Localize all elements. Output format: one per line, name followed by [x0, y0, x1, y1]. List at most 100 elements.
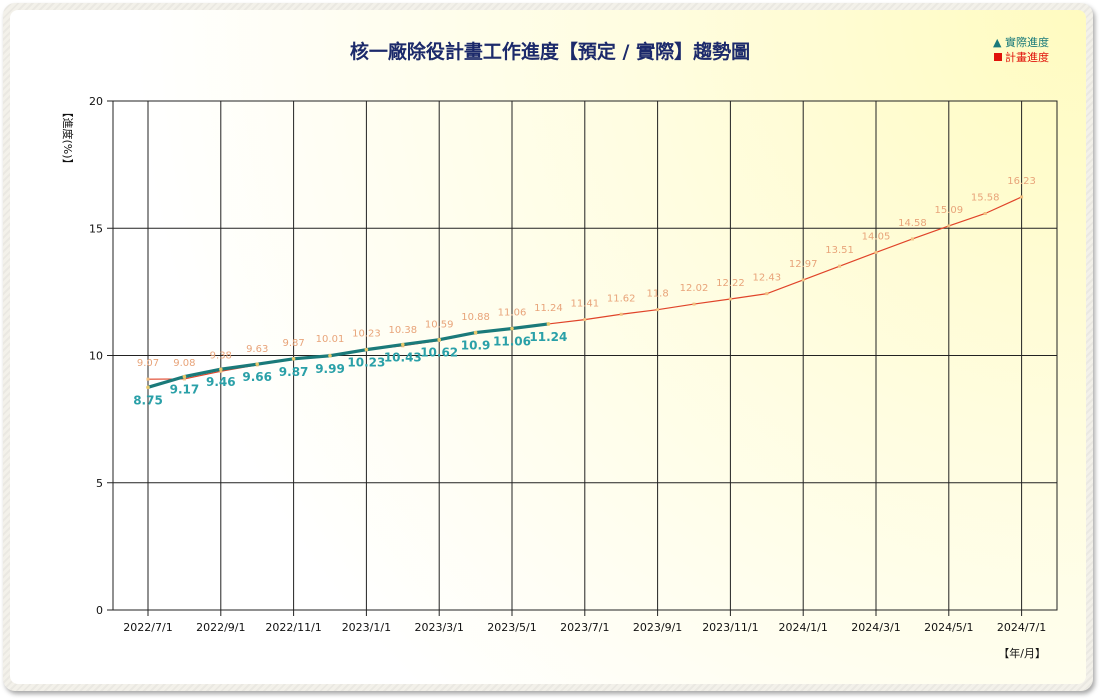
actual-data-label: 9.46 — [206, 375, 236, 389]
x-tick-label: 2024/5/1 — [924, 621, 973, 634]
actual-point — [328, 353, 332, 358]
plan-data-label: 12.22 — [716, 278, 745, 289]
x-tick-label: 2024/7/1 — [997, 621, 1046, 634]
plan-data-label: 10.01 — [316, 334, 345, 345]
plan-point — [765, 292, 769, 296]
plan-point — [182, 377, 186, 381]
plan-point — [838, 264, 842, 268]
plan-data-label: 16.23 — [1007, 176, 1036, 187]
actual-point — [146, 385, 150, 390]
actual-point — [473, 330, 478, 335]
x-tick-label: 2023/11/1 — [702, 621, 758, 634]
x-axis-ticks: 2022/7/1 2022/9/1 2022/11/1 2023/1/1 2023/3/… — [123, 610, 1046, 634]
grid — [112, 100, 1058, 611]
x-tick-label: 2023/7/1 — [560, 621, 609, 634]
x-tick-label: 2023/5/1 — [487, 621, 536, 634]
plan-data-label: 13.51 — [825, 245, 854, 256]
actual-data-label: 10.43 — [384, 351, 422, 365]
chart-panel — [10, 10, 1086, 684]
x-tick-label: 2023/1/1 — [342, 621, 391, 634]
actual-data-label: 10.9 — [461, 339, 491, 353]
actual-point — [182, 374, 187, 379]
plan-point — [874, 250, 878, 254]
plan-data-label: 11.41 — [570, 299, 599, 310]
x-tick-label: 2023/9/1 — [633, 621, 682, 634]
plan-data-label: 9.38 — [210, 350, 232, 361]
actual-point — [437, 337, 442, 342]
legend-actual-label: 實際進度 — [1005, 35, 1049, 49]
x-tick-label: 2024/3/1 — [851, 621, 900, 634]
plan-data-label: 15.09 — [934, 205, 963, 216]
plan-point — [619, 312, 623, 316]
actual-point — [401, 342, 405, 347]
plan-point — [801, 278, 805, 282]
legend-plan-label: 計畫進度 — [1005, 50, 1049, 64]
chart-title: 核一廠除役計畫工作進度【預定 / 實際】趨勢圖 — [350, 40, 750, 63]
plan-point — [583, 318, 587, 322]
plan-data-label: 9.08 — [173, 358, 195, 369]
plan-data-label: 11.06 — [498, 308, 527, 319]
plan-point — [910, 237, 914, 241]
plan-point — [1020, 195, 1024, 199]
plan-point — [947, 224, 951, 228]
plan-data-label: 12.43 — [752, 273, 781, 284]
plan-data-label: 11.24 — [534, 303, 563, 314]
plan-point — [692, 302, 696, 306]
plan-data-label: 10.59 — [425, 319, 454, 330]
plan-data-label: 9.63 — [246, 344, 268, 355]
plan-data-label: 15.58 — [971, 192, 1000, 203]
actual-line — [147, 322, 549, 389]
plan-data-label: 12.02 — [680, 283, 709, 294]
plan-point — [219, 369, 223, 373]
x-axis-label: 【年/月】 — [998, 646, 1046, 660]
actual-series — [146, 322, 551, 390]
plan-data-label: 10.88 — [461, 312, 490, 323]
actual-point — [255, 362, 259, 366]
actual-data-label: 10.62 — [420, 346, 458, 360]
actual-point — [510, 326, 514, 331]
y-tick-label: 10 — [89, 350, 103, 363]
actual-data-label: 8.75 — [133, 393, 163, 407]
plan-data-label: 14.58 — [898, 218, 927, 229]
x-tick-label: 2024/1/1 — [778, 621, 827, 634]
actual-data-labels: 8.759.179.46 9.66 9.87 9.99 10.2310.4310.621… — [133, 330, 567, 407]
actual-data-label: 9.66 — [242, 370, 272, 384]
actual-data-label: 9.87 — [279, 365, 309, 379]
legend: ▲ 實際進度 計畫進度 — [993, 35, 1049, 64]
plan-point — [983, 211, 987, 215]
y-axis-ticks: 0 5 10 15 20 — [89, 95, 113, 617]
y-tick-label: 20 — [89, 95, 103, 108]
plan-data-label: 10.23 — [352, 329, 381, 340]
plan-data-label: 9.07 — [137, 358, 159, 369]
plan-data-label: 11.62 — [607, 293, 636, 304]
actual-data-label: 10.23 — [347, 356, 385, 370]
plan-data-label: 9.87 — [282, 338, 304, 349]
x-tick-label: 2023/3/1 — [414, 621, 463, 634]
y-axis-label: 【進度(%)】 — [61, 106, 75, 169]
actual-point — [364, 347, 369, 352]
x-tick-label: 2022/7/1 — [123, 621, 172, 634]
actual-point — [546, 322, 551, 326]
legend-actual-marker: ▲ — [993, 36, 1002, 49]
x-tick-label: 2022/11/1 — [265, 621, 321, 634]
y-tick-label: 5 — [96, 477, 103, 490]
actual-data-label: 9.17 — [170, 383, 200, 397]
plan-point — [728, 297, 732, 301]
actual-point — [219, 367, 223, 372]
x-tick-label: 2022/9/1 — [196, 621, 245, 634]
plan-point — [656, 308, 660, 312]
plan-data-label: 10.38 — [388, 325, 417, 336]
y-tick-label: 15 — [89, 222, 103, 235]
plan-data-label: 11.8 — [646, 289, 668, 300]
legend-plan-marker — [994, 53, 1002, 61]
actual-point — [291, 357, 296, 361]
actual-data-label: 9.99 — [315, 362, 345, 376]
chart-frame — [3, 3, 1093, 691]
actual-data-label: 11.24 — [529, 330, 567, 344]
plan-data-label: 12.97 — [789, 259, 818, 270]
plan-point — [146, 377, 150, 381]
plan-data-label: 14.05 — [862, 231, 891, 242]
y-tick-label: 0 — [96, 604, 103, 617]
